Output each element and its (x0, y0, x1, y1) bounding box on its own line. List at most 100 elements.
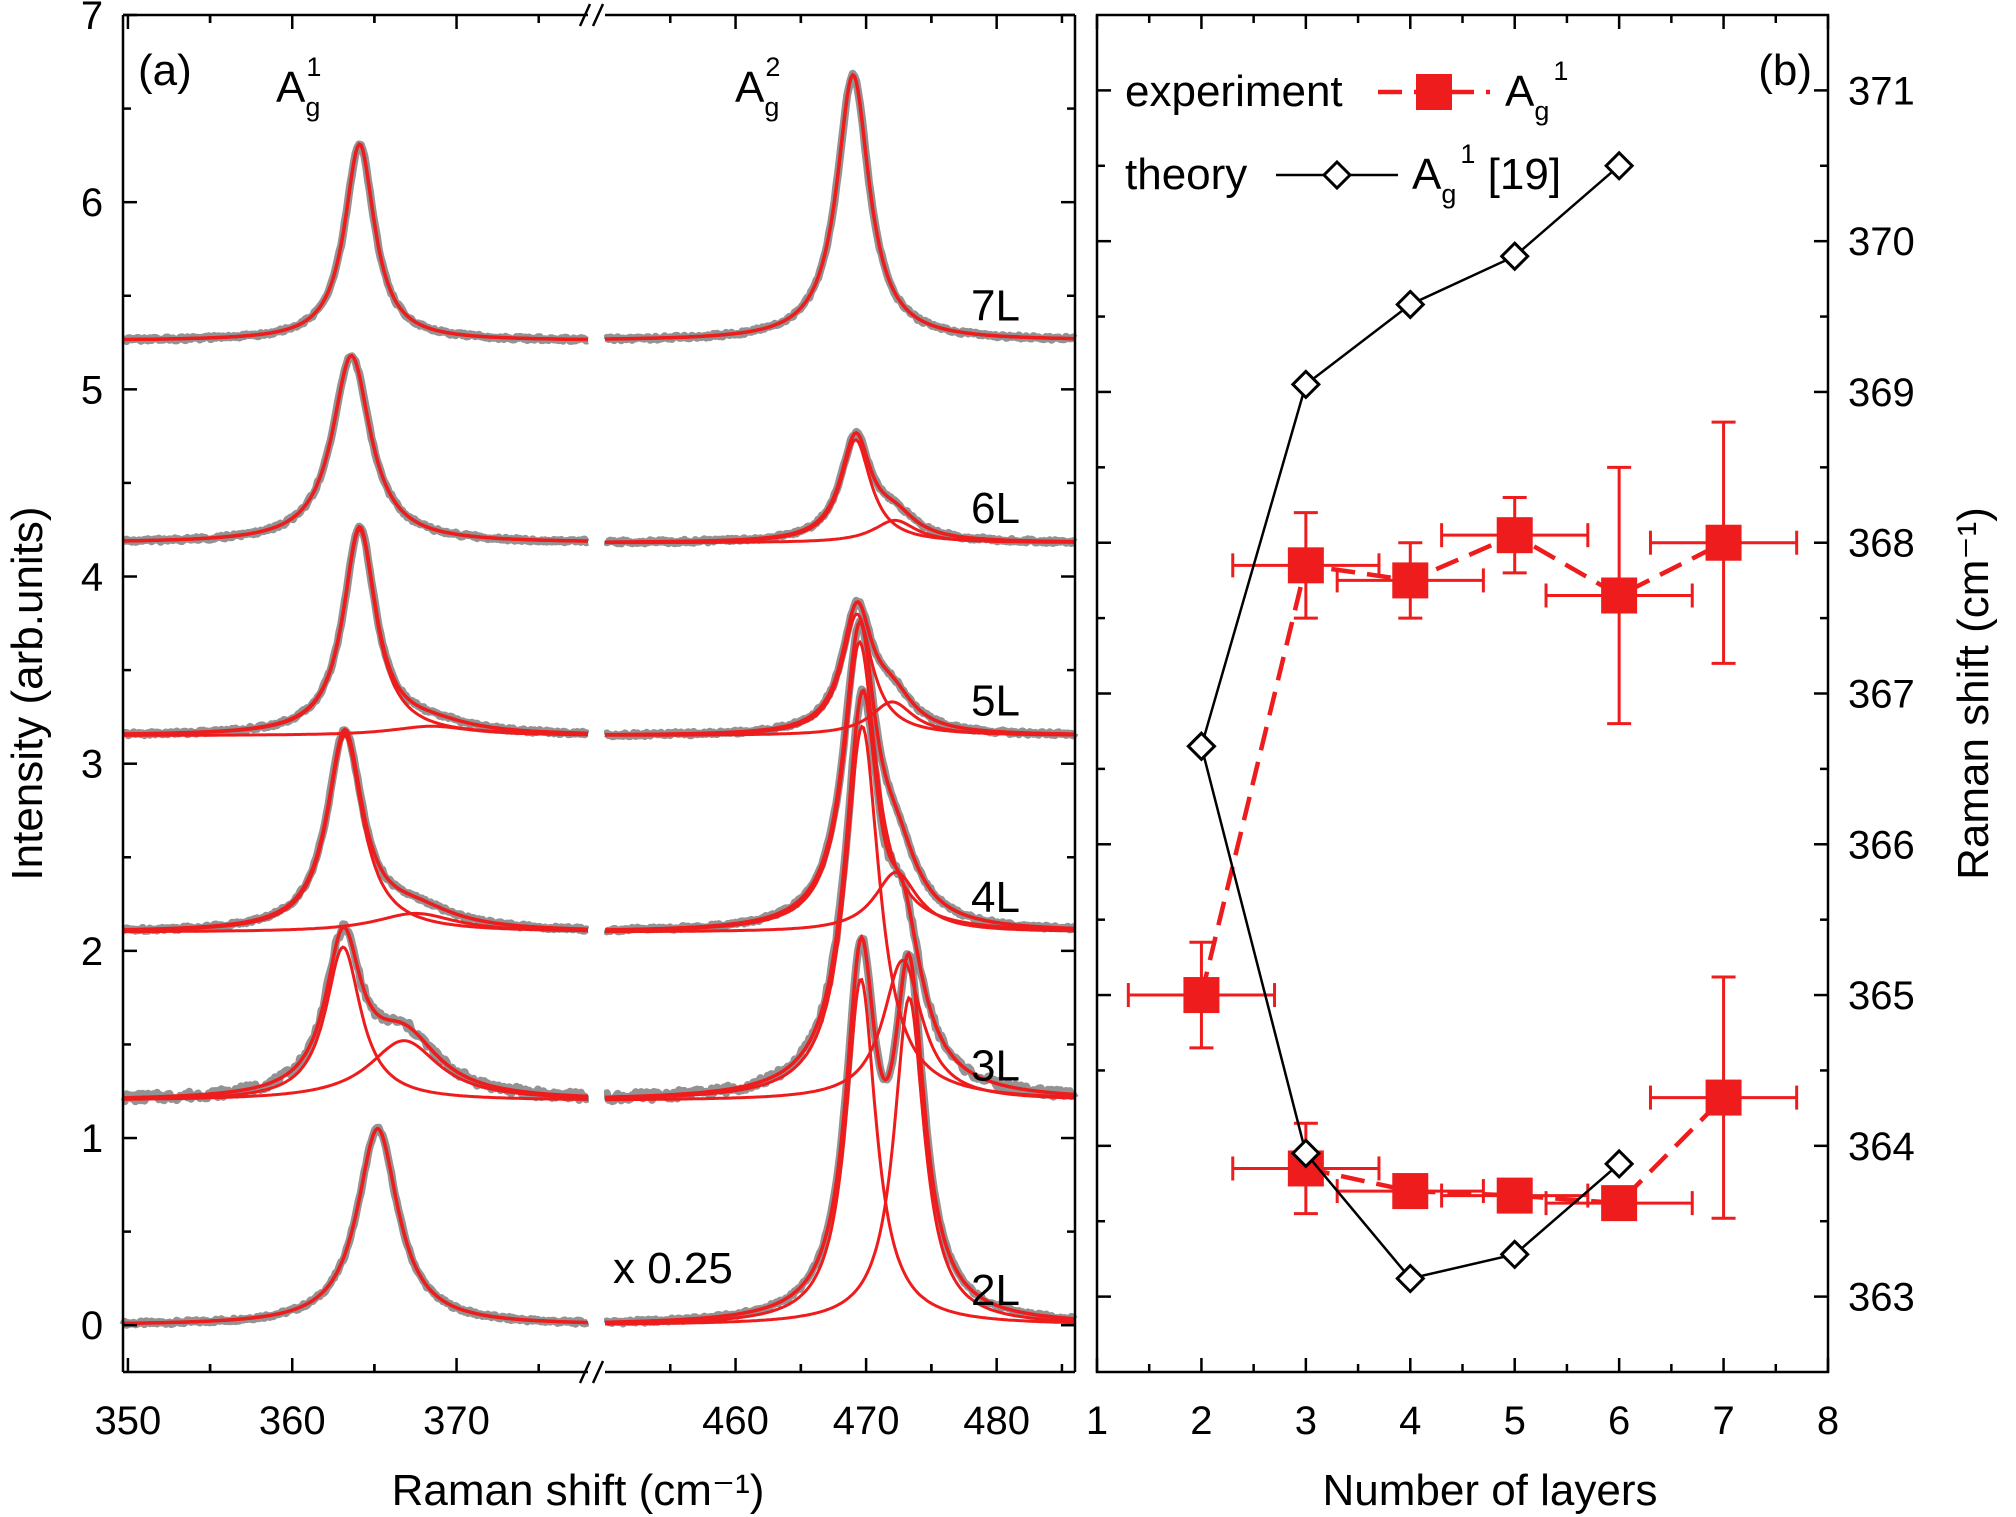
y-axis-title: Intensity (arb.units) (3, 506, 52, 880)
axis-break-gap (589, 0, 604, 1400)
y-tick-label: 7 (81, 0, 103, 38)
y-tick-label: 2 (81, 930, 103, 974)
experiment-point (1601, 577, 1638, 614)
peak-label-sub: g (305, 92, 320, 122)
axis-break-mark (578, 1360, 592, 1384)
legend-label-base: A (1412, 150, 1442, 199)
y-tick-label: 363 (1848, 1276, 1915, 1320)
fit-total-7L (123, 142, 589, 342)
spectrum-3L (120, 685, 1079, 1106)
scale-annotation: x 0.25 (613, 1244, 733, 1293)
y-tick-label: 6 (81, 181, 103, 225)
spectrum-6L (120, 352, 1078, 548)
experiment-point (1496, 517, 1533, 554)
experiment-line (1305, 1096, 1726, 1206)
theory-point (1395, 1263, 1426, 1294)
fit-component-2L (605, 977, 1075, 1325)
spectrum-label: 4L (971, 873, 1020, 922)
y-tick-label: 1 (81, 1117, 103, 1161)
spectrum-label: 5L (971, 677, 1020, 726)
y-tick-label: 364 (1848, 1125, 1915, 1169)
x-tick-label: 1 (1086, 1399, 1108, 1443)
x-axis-title: Raman shift (cm⁻¹) (392, 1466, 765, 1515)
y-tick-label: 371 (1848, 69, 1915, 113)
fit-total-4L (123, 727, 588, 932)
fit-total-6L (123, 353, 589, 543)
spectrum-7L (120, 69, 1078, 346)
x-tick-label: 480 (963, 1399, 1030, 1443)
legend-label-base: A (1505, 67, 1535, 116)
spectrum-label: 7L (971, 282, 1020, 331)
spectrum-5L (120, 522, 1079, 741)
theory-point (1186, 731, 1217, 762)
experiment-point (1496, 1177, 1533, 1214)
peak-label-base: A (735, 63, 765, 112)
x-tick-label: 460 (702, 1399, 769, 1443)
axis-break-mark (591, 1360, 605, 1384)
experiment-point (1705, 1079, 1742, 1116)
fit-total-6L (605, 430, 1076, 544)
legend-label: Ag1 (1505, 56, 1568, 126)
spectrum-label: 3L (971, 1042, 1020, 1091)
fit-total-5L (122, 524, 588, 736)
data-trace-5L (120, 522, 591, 740)
legend-marker-theory (1321, 159, 1353, 191)
experiment-point (1183, 977, 1220, 1014)
theory-point (1395, 289, 1426, 320)
experiment-line (1199, 532, 1725, 996)
y-tick-label: 365 (1848, 974, 1915, 1018)
y-tick-label: 366 (1848, 823, 1915, 867)
y-axis-title: Raman shift (cm⁻¹) (1949, 507, 1998, 880)
experiment-point (1601, 1185, 1638, 1222)
panel-label: (a) (138, 46, 192, 95)
fit-component-5L (123, 528, 588, 736)
y-tick-label: 368 (1848, 522, 1915, 566)
panel-a-spectra: 2L 3L 4L 5L 6L 7L 0 1 2 3 4 5 6 7 350 360 370 460 470 480 In… (3, 0, 1079, 1515)
y-tick-label: 3 (81, 743, 103, 787)
axis-break-mark (591, 3, 605, 27)
fit-total-3L (604, 688, 1076, 1100)
fit-component-4L (605, 870, 1075, 934)
data-trace-7L (120, 140, 591, 346)
peak-label-sup: 1 (306, 52, 321, 82)
fit-total-2L (123, 1126, 588, 1326)
x-tick-label: 360 (259, 1399, 326, 1443)
peak-label: Ag 2 (735, 52, 780, 122)
x-tick-label: 470 (833, 1399, 900, 1443)
legend-label-sup: 1 (1553, 56, 1568, 86)
peak-label: Ag 1 (276, 52, 321, 122)
fit-component-3L (605, 958, 1075, 1102)
data-trace-2L (119, 1123, 591, 1329)
panel-label: (b) (1758, 46, 1812, 95)
y-tick-label: 0 (81, 1304, 103, 1348)
theory-point (1604, 1148, 1635, 1180)
series-experiment (1231, 975, 1799, 1222)
x-axis-title: Number of layers (1322, 1466, 1657, 1515)
spectrum-4L (120, 617, 1078, 936)
series-theory (1186, 731, 1635, 1294)
x-tick-label: 7 (1712, 1399, 1734, 1443)
peak-label-sup: 2 (765, 52, 780, 82)
legend-label-sub: g (1441, 179, 1456, 209)
x-tick-label: 2 (1190, 1399, 1212, 1443)
experiment-point (1705, 524, 1742, 561)
data-trace-6L (120, 352, 591, 547)
theory-point (1499, 1239, 1530, 1270)
fit-total-3L (123, 925, 589, 1100)
legend-label-sup: 1 (1460, 139, 1475, 169)
legend-label-sub: g (1534, 96, 1549, 126)
x-tick-label: 370 (423, 1399, 490, 1443)
y-tick-label: 369 (1848, 371, 1915, 415)
x-tick-label: 6 (1608, 1399, 1630, 1443)
axis-break-mark (578, 3, 592, 27)
fit-component-5L (123, 724, 589, 737)
legend-label-suffix: [19] (1475, 150, 1561, 199)
x-tick-label: 5 (1504, 1399, 1526, 1443)
spectrum-label: 6L (971, 484, 1020, 533)
fit-total-7L (605, 72, 1075, 341)
fit-component-6L (123, 354, 589, 543)
theory-point (1290, 369, 1321, 400)
x-tick-label: 8 (1817, 1399, 1839, 1443)
spectrum-label: 2L (971, 1266, 1020, 1315)
